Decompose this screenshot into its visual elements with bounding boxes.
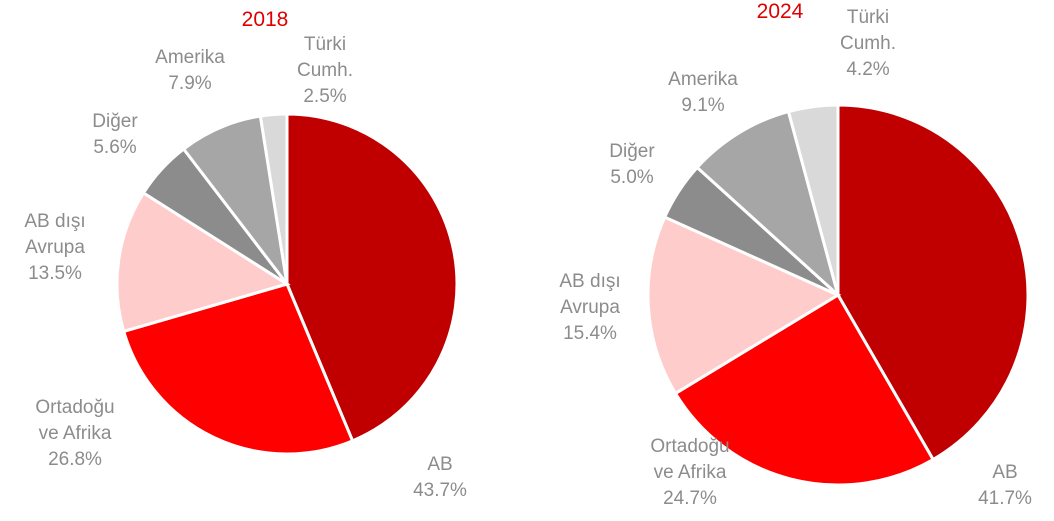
slice-label: Amerika 9.1%: [653, 67, 753, 119]
value-label: 13.5%: [28, 263, 82, 284]
pie-slice: [836, 103, 1030, 462]
pie-slice: [115, 190, 291, 334]
category-label: Amerika: [155, 47, 225, 68]
value-label: 5.6%: [93, 137, 137, 158]
category-label: AB dışı Avrupa: [559, 271, 621, 318]
pie-slice: [646, 215, 842, 396]
category-label: Ortadoğu ve Afrika: [650, 436, 730, 483]
category-label: AB dışı Avrupa: [24, 211, 86, 258]
value-label: 7.9%: [168, 73, 212, 94]
chart-title: 2018: [241, 8, 289, 31]
value-label: 9.1%: [681, 95, 725, 116]
pie-slice: [121, 282, 355, 456]
category-label: Türki Cumh.: [297, 34, 353, 81]
slice-label: Diğer 5.6%: [80, 109, 150, 161]
value-label: 26.8%: [48, 449, 102, 470]
slice-label: AB dışı Avrupa 15.4%: [550, 269, 630, 347]
value-label: 15.4%: [563, 323, 617, 344]
category-label: Diğer: [92, 111, 138, 132]
value-label: 5.0%: [610, 167, 654, 188]
slice-label: AB dışı Avrupa 13.5%: [15, 209, 95, 287]
value-label: 24.7%: [663, 488, 717, 509]
slice-label: Diğer 5.0%: [597, 139, 667, 191]
value-label: 43.7%: [413, 480, 467, 501]
category-label: Diğer: [609, 141, 655, 162]
slice-label: AB 41.7%: [975, 460, 1035, 512]
category-label: Amerika: [668, 69, 738, 90]
category-label: Türki Cumh.: [840, 7, 896, 54]
pie-slice: [695, 109, 841, 300]
value-label: 4.2%: [846, 59, 890, 80]
slice-label: Ortadoğu ve Afrika 24.7%: [645, 434, 735, 512]
slice-label: AB 43.7%: [410, 452, 470, 504]
category-label: AB: [992, 462, 1018, 483]
category-label: Ortadoğu ve Afrika: [35, 397, 115, 444]
value-label: 41.7%: [978, 488, 1032, 509]
value-label: 2.5%: [303, 86, 347, 107]
pie-slice: [786, 103, 840, 296]
slice-label: Amerika 7.9%: [140, 45, 240, 97]
pie-slice: [258, 112, 289, 285]
slice-label: Türki Cumh. 2.5%: [288, 32, 363, 110]
chart-title: 2024: [756, 0, 804, 23]
pie-slice: [285, 112, 459, 443]
slice-label: Türki Cumh. 4.2%: [831, 5, 906, 83]
category-label: AB: [427, 454, 453, 475]
slice-label: Ortadoğu ve Afrika 26.8%: [30, 395, 120, 473]
pie-slice: [673, 292, 936, 487]
